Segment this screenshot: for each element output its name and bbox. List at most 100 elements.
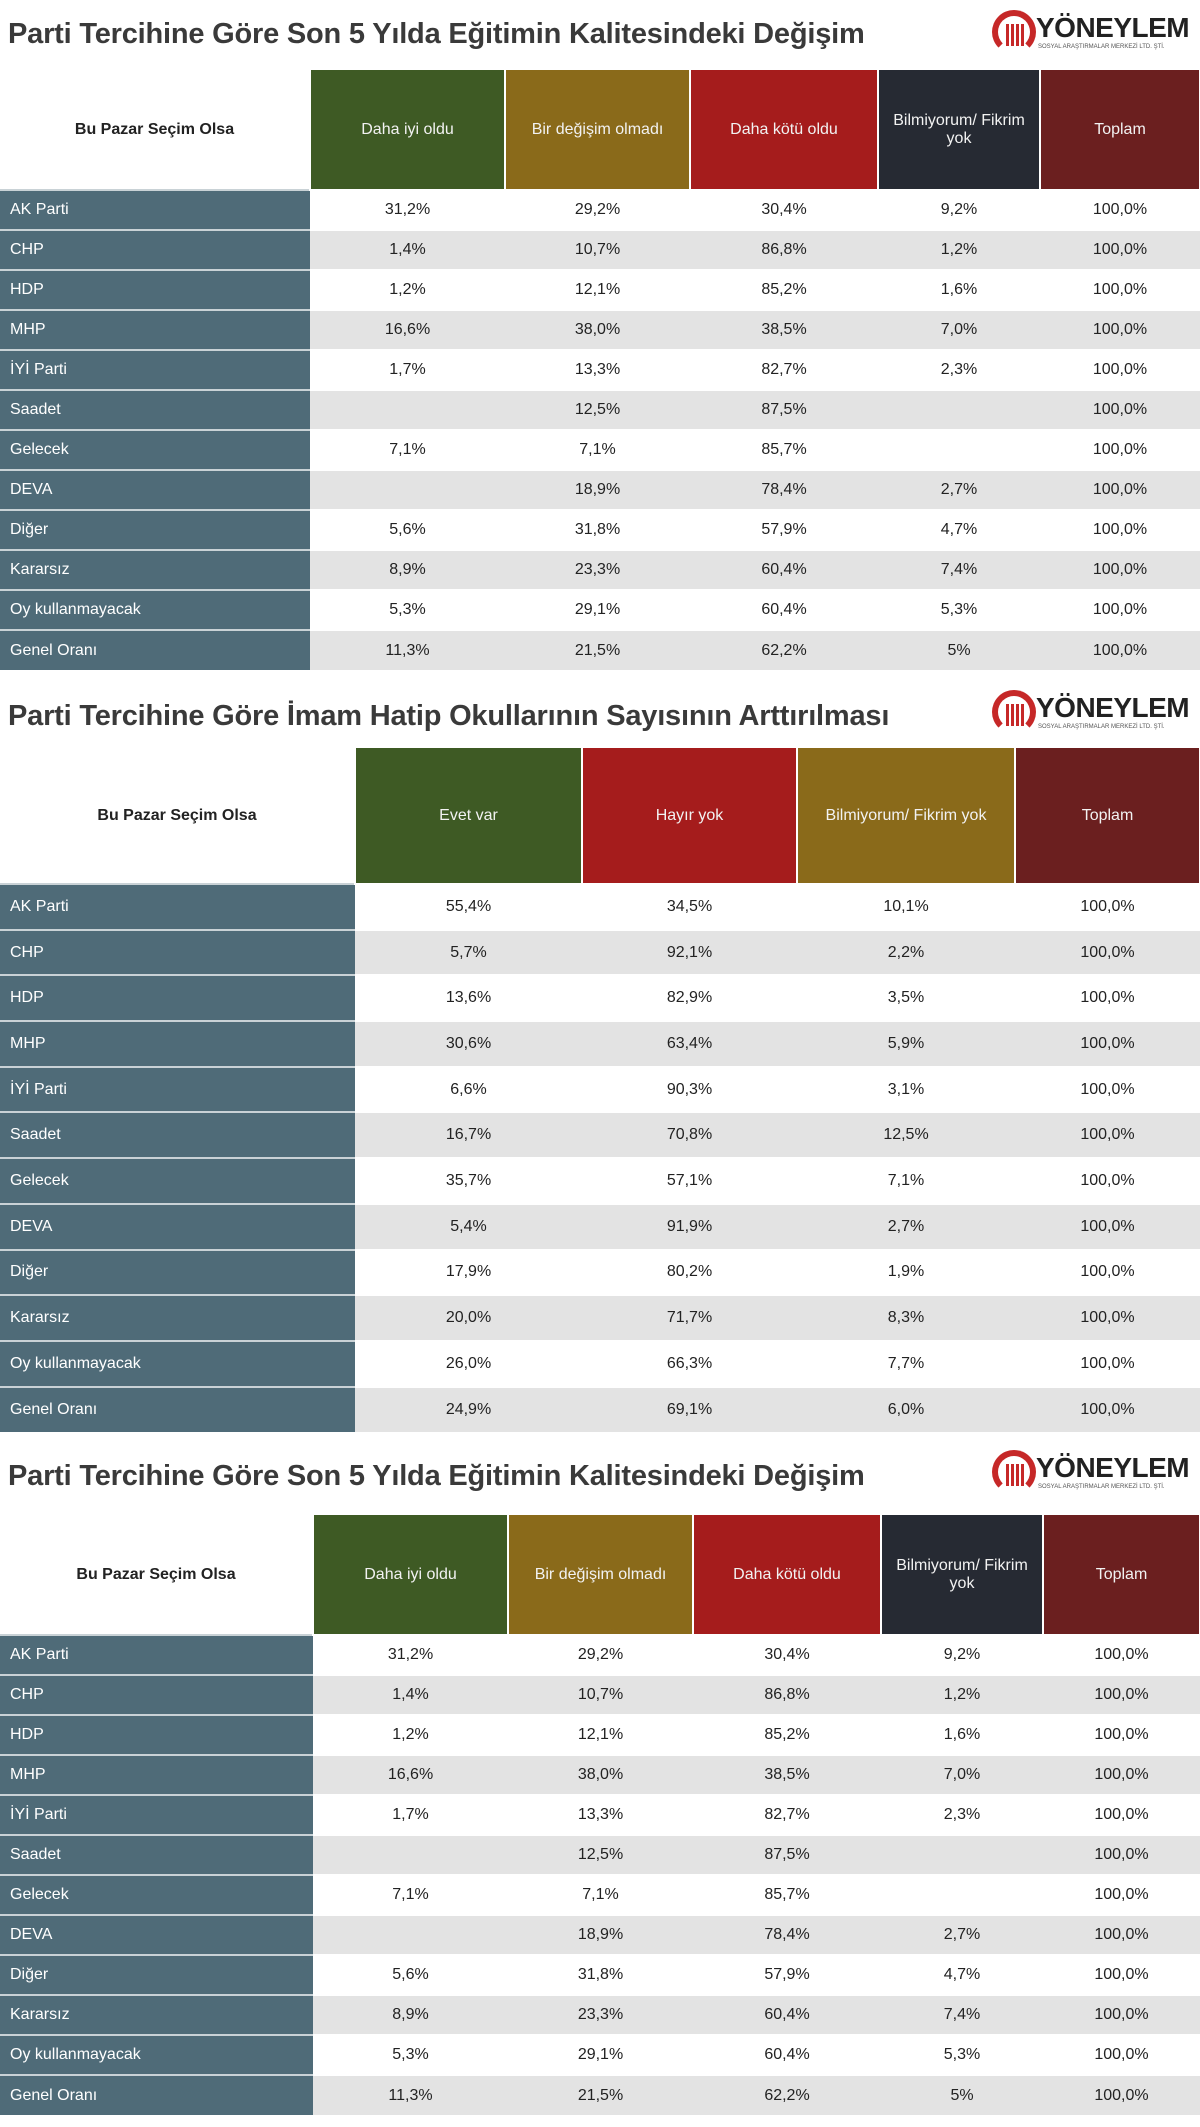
percentage-cell: 62,2%	[693, 2074, 881, 2115]
percentage-cell: 1,2%	[313, 1714, 508, 1755]
party-label: DEVA	[0, 1914, 313, 1955]
table-row: Saadet 12,5% 87,5% 100,0%	[0, 1834, 1200, 1875]
logo-bars-icon	[1006, 704, 1024, 726]
percentage-cell: 29,1%	[505, 589, 690, 630]
table-row: DEVA 5,4% 91,9% 2,7% 100,0%	[0, 1202, 1200, 1250]
table-row: Gelecek 7,1% 7,1% 85,7% 100,0%	[0, 429, 1200, 470]
percentage-cell: 5,6%	[310, 509, 505, 550]
party-label: MHP	[0, 1754, 313, 1795]
party-label: Diğer	[0, 509, 310, 550]
party-label: Diğer	[0, 1954, 313, 1995]
percentage-cell: 100,0%	[1043, 1674, 1200, 1715]
party-label: İYİ Parti	[0, 1065, 355, 1113]
percentage-cell: 100,0%	[1040, 549, 1200, 590]
percentage-cell: 17,9%	[355, 1248, 582, 1296]
percentage-cell: 1,4%	[313, 1674, 508, 1715]
percentage-cell: 5,3%	[310, 589, 505, 630]
results-table: Bu Pazar Seçim Olsa Evet var Hayır yok Bilm…	[0, 748, 1200, 1433]
yoneylem-logo: YÖNEYLEM SOSYAL ARAŞTIRMALAR MERKEZİ LTD.…	[992, 1448, 1192, 1504]
yoneylem-logo: YÖNEYLEM SOSYAL ARAŞTIRMALAR MERKEZİ LTD.…	[992, 688, 1192, 744]
percentage-cell: 92,1%	[582, 928, 797, 976]
percentage-cell: 57,9%	[690, 509, 878, 550]
percentage-cell: 100,0%	[1015, 1157, 1200, 1204]
percentage-cell: 38,0%	[505, 309, 690, 350]
percentage-cell: 100,0%	[1015, 928, 1200, 976]
percentage-cell: 100,0%	[1040, 229, 1200, 270]
percentage-cell: 34,5%	[582, 883, 797, 930]
percentage-cell: 8,9%	[310, 549, 505, 590]
percentage-cell: 5,3%	[313, 2034, 508, 2075]
percentage-cell: 82,9%	[582, 974, 797, 1022]
column-header: Bilmiyorum/ Fikrim yok	[797, 748, 1016, 884]
percentage-cell: 5,3%	[878, 589, 1040, 630]
percentage-cell: 80,2%	[582, 1248, 797, 1296]
results-table: Bu Pazar Seçim Olsa Daha iyi oldu Bir deği…	[0, 1515, 1200, 2115]
party-label: MHP	[0, 1020, 355, 1067]
logo-arc-icon	[992, 10, 1036, 54]
table-row: CHP 5,7% 92,1% 2,2% 100,0%	[0, 928, 1200, 976]
table-row: Oy kullanmayacak 5,3% 29,1% 60,4% 5,3% 100,0%	[0, 2034, 1200, 2075]
logo-subtitle: SOSYAL ARAŞTIRMALAR MERKEZİ LTD. ŞTİ.	[1038, 44, 1165, 50]
section-title: Parti Tercihine Göre İmam Hatip Okulları…	[8, 700, 890, 732]
results-table: Bu Pazar Seçim Olsa Daha iyi oldu Bir deği…	[0, 70, 1200, 670]
percentage-cell: 100,0%	[1015, 1111, 1200, 1159]
party-label: Diğer	[0, 1248, 355, 1296]
percentage-cell: 71,7%	[582, 1294, 797, 1341]
percentage-cell	[310, 469, 505, 510]
percentage-cell: 100,0%	[1043, 1794, 1200, 1835]
table-row: İYİ Parti 1,7% 13,3% 82,7% 2,3% 100,0%	[0, 1794, 1200, 1835]
percentage-cell: 30,6%	[355, 1020, 582, 1067]
percentage-cell: 100,0%	[1040, 629, 1200, 670]
percentage-cell: 57,1%	[582, 1157, 797, 1204]
party-label: CHP	[0, 229, 310, 270]
percentage-cell: 100,0%	[1040, 189, 1200, 230]
percentage-cell: 7,0%	[878, 309, 1040, 350]
table-row: AK Parti 31,2% 29,2% 30,4% 9,2% 100,0%	[0, 189, 1200, 230]
percentage-cell: 1,6%	[881, 1714, 1043, 1755]
party-label: Gelecek	[0, 429, 310, 470]
party-label: Kararsız	[0, 549, 310, 590]
percentage-cell: 7,1%	[310, 429, 505, 470]
percentage-cell: 5%	[878, 629, 1040, 670]
party-label: Genel Oranı	[0, 2074, 313, 2115]
party-label: Saadet	[0, 389, 310, 430]
table-row: Kararsız 8,9% 23,3% 60,4% 7,4% 100,0%	[0, 1994, 1200, 2035]
table-row: HDP 13,6% 82,9% 3,5% 100,0%	[0, 974, 1200, 1022]
percentage-cell: 2,2%	[797, 928, 1015, 976]
section-title: Parti Tercihine Göre Son 5 Yılda Eğitimi…	[8, 18, 865, 50]
percentage-cell: 7,4%	[878, 549, 1040, 590]
percentage-cell: 12,5%	[797, 1111, 1015, 1159]
percentage-cell: 100,0%	[1015, 1248, 1200, 1296]
percentage-cell: 23,3%	[508, 1994, 693, 2035]
percentage-cell: 5,3%	[881, 2034, 1043, 2075]
percentage-cell: 5%	[881, 2074, 1043, 2115]
percentage-cell: 12,5%	[505, 389, 690, 430]
percentage-cell: 85,7%	[690, 429, 878, 470]
percentage-cell	[310, 389, 505, 430]
percentage-cell: 66,3%	[582, 1339, 797, 1387]
party-label: CHP	[0, 1674, 313, 1715]
table-row: Genel Oranı 11,3% 21,5% 62,2% 5% 100,0%	[0, 2074, 1200, 2115]
percentage-cell: 4,7%	[881, 1954, 1043, 1995]
table-row: Genel Oranı 11,3% 21,5% 62,2% 5% 100,0%	[0, 629, 1200, 670]
percentage-cell: 2,7%	[797, 1202, 1015, 1250]
percentage-cell: 100,0%	[1015, 1020, 1200, 1067]
column-header: Daha kötü oldu	[690, 70, 879, 190]
percentage-cell: 100,0%	[1015, 883, 1200, 930]
percentage-cell: 60,4%	[693, 2034, 881, 2075]
party-label: Gelecek	[0, 1874, 313, 1915]
percentage-cell: 78,4%	[693, 1914, 881, 1955]
party-label: Gelecek	[0, 1157, 355, 1204]
table-row: Gelecek 35,7% 57,1% 7,1% 100,0%	[0, 1157, 1200, 1204]
percentage-cell: 2,3%	[881, 1794, 1043, 1835]
logo-subtitle: SOSYAL ARAŞTIRMALAR MERKEZİ LTD. ŞTİ.	[1038, 1484, 1165, 1490]
table-row: DEVA 18,9% 78,4% 2,7% 100,0%	[0, 1914, 1200, 1955]
table-row: Gelecek 7,1% 7,1% 85,7% 100,0%	[0, 1874, 1200, 1915]
percentage-cell: 11,3%	[313, 2074, 508, 2115]
percentage-cell: 8,9%	[313, 1994, 508, 2035]
column-header: Bir değişim olmadı	[508, 1515, 694, 1635]
percentage-cell: 62,2%	[690, 629, 878, 670]
percentage-cell: 6,0%	[797, 1385, 1015, 1433]
column-header: Daha kötü oldu	[693, 1515, 882, 1635]
party-label: AK Parti	[0, 883, 355, 930]
